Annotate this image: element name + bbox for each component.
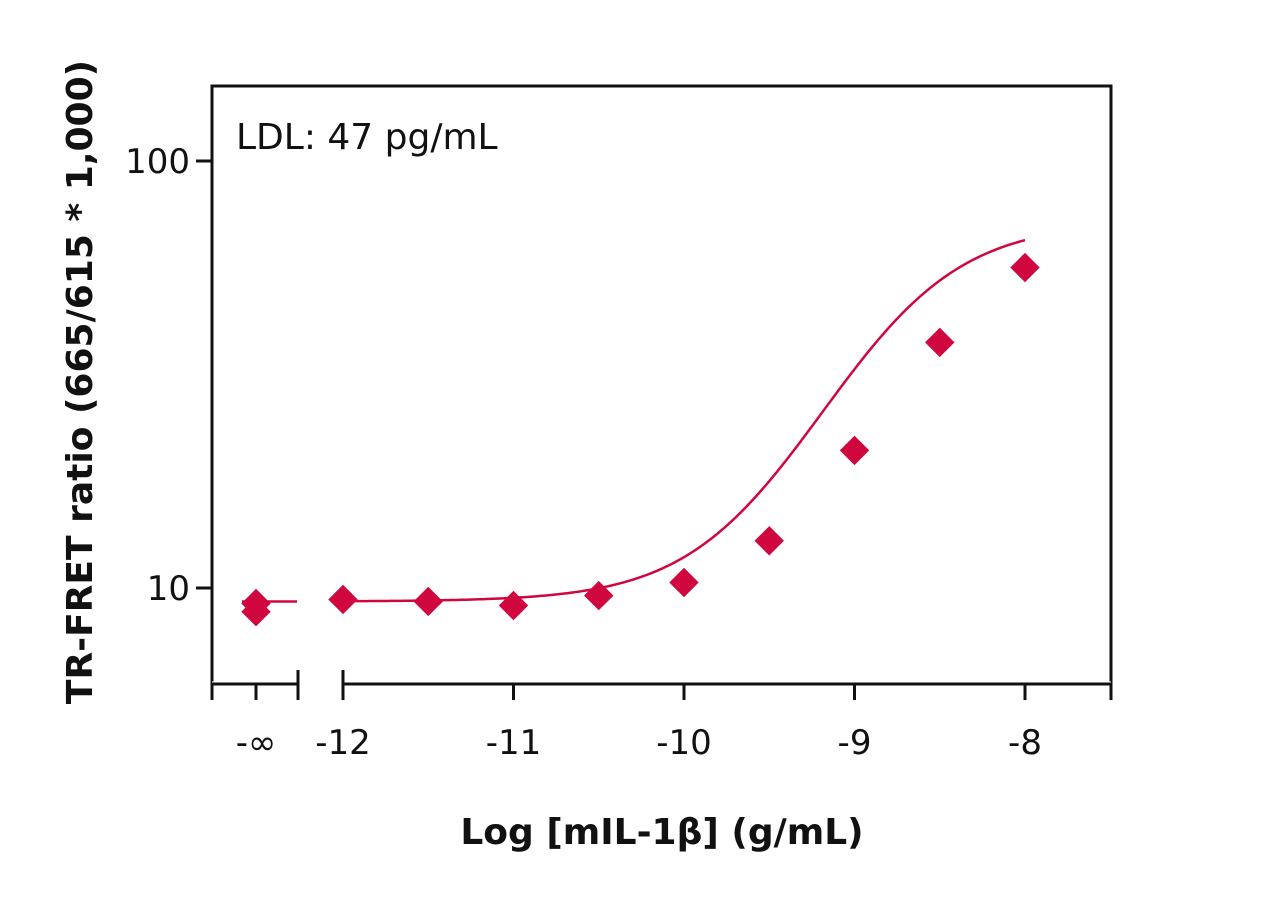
x-tick-label: -12 [315,723,371,763]
y-tick-label: 10 [147,569,190,609]
data-point [413,586,443,617]
x-tick-label: -10 [656,723,712,763]
x-tick-label: -∞ [236,723,277,763]
data-points-layer [241,252,1040,627]
x-axis: -∞ -12 -11 -10 -9 -8 [210,670,1113,763]
fit-curve [342,238,1026,603]
data-point [328,584,358,615]
x-tick-label: -8 [1008,723,1042,763]
x-tick-label: -11 [486,723,542,763]
data-point [925,327,955,358]
lod-annotation: LDL: 47 pg/mL [236,117,498,158]
fit-curve-layer [242,238,1026,603]
x-tick-label: -9 [838,723,872,763]
y-tick-label: 100 [125,142,190,182]
blank-data-point [241,596,271,627]
data-point [584,580,614,611]
x-axis-title: Log [mIL-1β] (g/mL) [460,812,863,853]
data-point [754,526,784,556]
data-point [498,590,529,621]
y-axis: 100 10 [125,142,212,609]
data-point [669,567,699,598]
data-point [1010,252,1040,283]
y-axis-title: TR-FRET ratio (665/615 * 1,000) [60,60,101,704]
data-point [839,435,870,466]
